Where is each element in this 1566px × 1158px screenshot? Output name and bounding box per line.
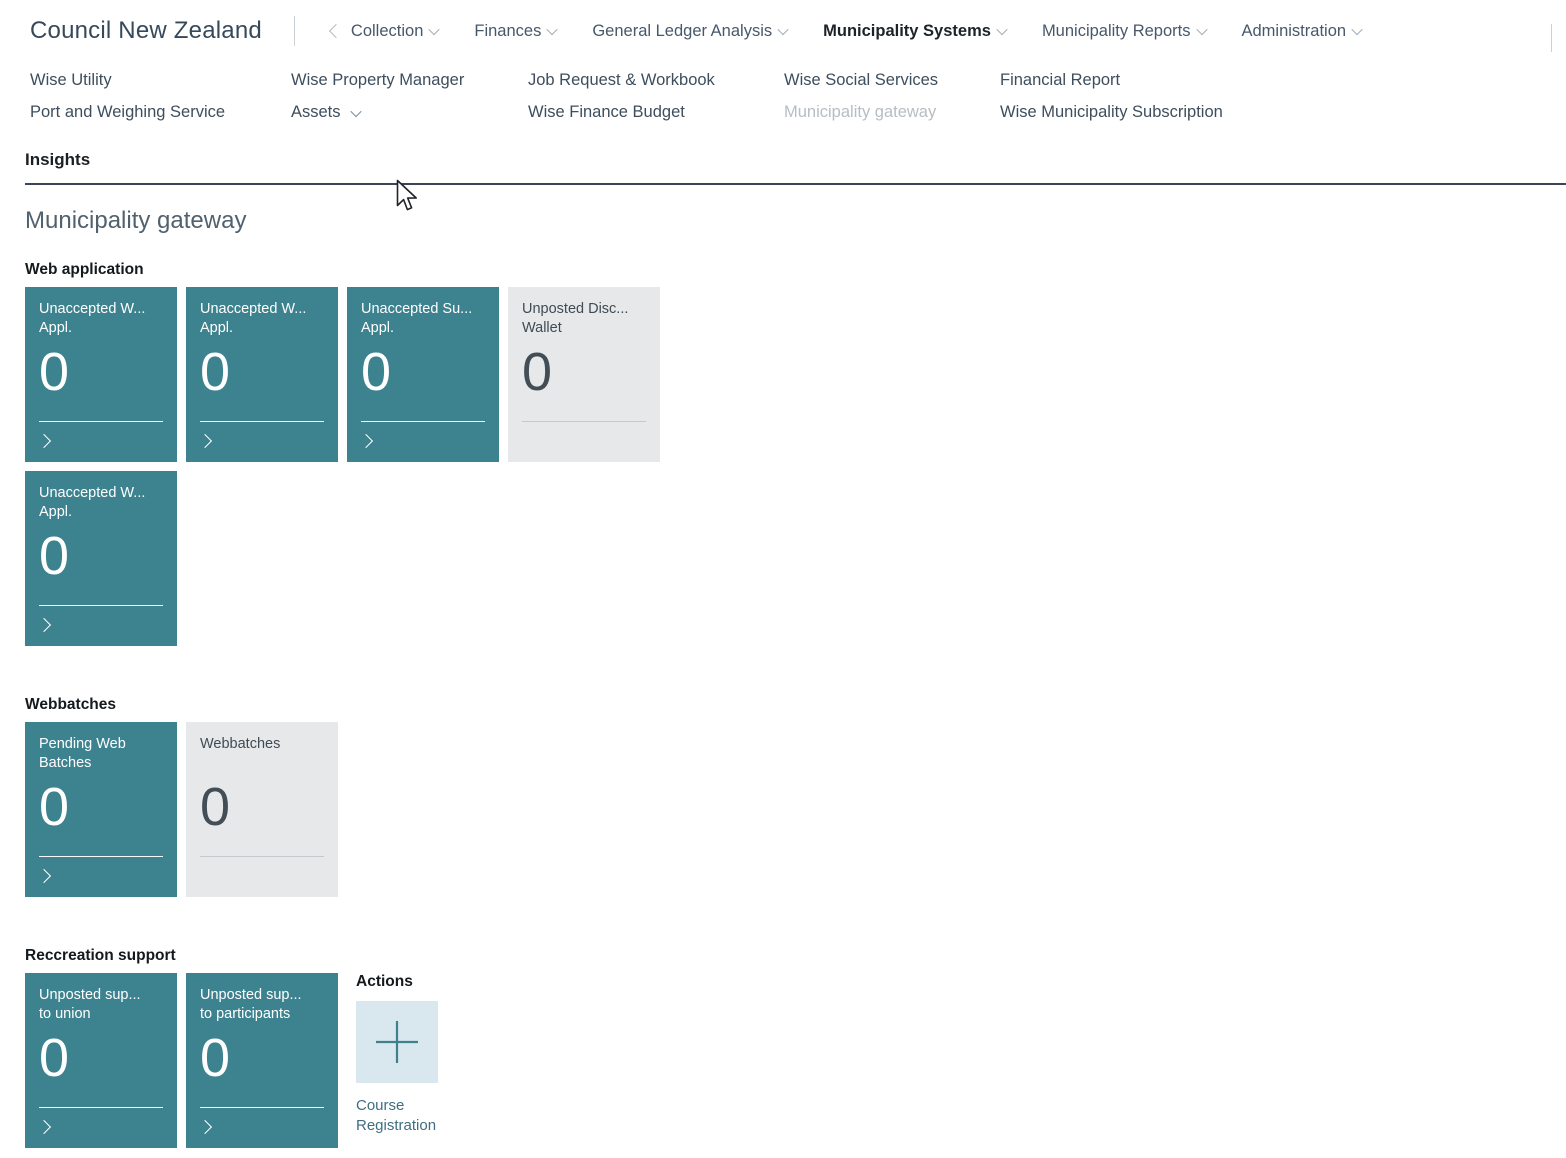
link-financial-report[interactable]: Financial Report bbox=[1000, 71, 1121, 89]
tile-unaccepted-w-appl-3[interactable]: Unaccepted W... Appl. 0 bbox=[25, 471, 177, 646]
tile-unaccepted-su-appl[interactable]: Unaccepted Su... Appl. 0 bbox=[347, 287, 499, 462]
tile-divider bbox=[522, 421, 646, 422]
link-assets[interactable]: Assets bbox=[291, 96, 528, 128]
tile-title: Unaccepted Su... Appl. bbox=[361, 301, 473, 336]
link-wise-social-services[interactable]: Wise Social Services bbox=[784, 71, 939, 89]
tile-count: 0 bbox=[200, 1028, 231, 1088]
nav-item-collection[interactable]: Collection bbox=[351, 22, 441, 41]
top-navigation: Collection Finances General Ledger Analy… bbox=[351, 22, 1363, 41]
link-wise-utility[interactable]: Wise Utility bbox=[30, 71, 112, 89]
chevron-right-icon bbox=[36, 617, 52, 633]
tile-title: Unposted sup... to union bbox=[39, 987, 141, 1022]
tile-count: 0 bbox=[200, 777, 231, 837]
link-port-and-weighing-service[interactable]: Port and Weighing Service bbox=[30, 103, 226, 121]
tile-count: 0 bbox=[39, 1028, 70, 1088]
back-button[interactable] bbox=[328, 23, 343, 39]
sub-navigation: Wise Utility Port and Weighing Service W… bbox=[0, 64, 1566, 128]
section-label-recreation-support: Reccreation support bbox=[25, 947, 176, 964]
tile-title: Unaccepted W... Appl. bbox=[200, 301, 307, 336]
subnav-column: Job Request & Workbook Wise Finance Budg… bbox=[528, 64, 784, 128]
plus-icon bbox=[376, 1021, 418, 1063]
tile-title: Pending Web Batches bbox=[39, 736, 126, 771]
tile-divider bbox=[361, 421, 485, 422]
nav-item-administration[interactable]: Administration bbox=[1242, 22, 1363, 41]
tile-unaccepted-w-appl-1[interactable]: Unaccepted W... Appl. 0 bbox=[25, 287, 177, 462]
chevron-left-icon bbox=[328, 23, 343, 39]
chevron-right-icon bbox=[358, 433, 374, 449]
insights-title: Insights bbox=[25, 150, 91, 169]
subnav-column: Wise Property Manager Assets bbox=[291, 64, 528, 128]
tile-count: 0 bbox=[39, 777, 70, 837]
link-wise-finance-budget[interactable]: Wise Finance Budget bbox=[528, 103, 685, 121]
tile-unaccepted-w-appl-2[interactable]: Unaccepted W... Appl. 0 bbox=[186, 287, 338, 462]
nav-item-finances[interactable]: Finances bbox=[474, 22, 559, 41]
tile-count: 0 bbox=[522, 342, 553, 402]
chevron-down-icon bbox=[777, 23, 789, 36]
tile-divider bbox=[200, 421, 324, 422]
section-label-web-application: Web application bbox=[25, 261, 144, 278]
nav-divider bbox=[293, 16, 295, 46]
tile-title: Unposted Disc... Wallet bbox=[522, 301, 629, 336]
nav-item-general-ledger-analysis[interactable]: General Ledger Analysis bbox=[592, 22, 789, 41]
chevron-down-icon bbox=[996, 23, 1008, 36]
subnav-column: Wise Social Services Municipality gatewa… bbox=[784, 64, 1000, 128]
tile-row: Pending Web Batches 0 Webbatches 0 bbox=[25, 722, 1566, 897]
tile-unposted-sup-to-participants[interactable]: Unposted sup... to participants 0 bbox=[186, 973, 338, 1148]
link-wise-municipality-subscription[interactable]: Wise Municipality Subscription bbox=[1000, 103, 1223, 121]
nav-right-divider bbox=[1551, 24, 1552, 52]
chevron-right-icon bbox=[36, 433, 52, 449]
tile-divider bbox=[39, 605, 163, 606]
chevron-right-icon bbox=[36, 868, 52, 884]
tile-divider bbox=[200, 856, 324, 857]
tile-divider bbox=[39, 1107, 163, 1108]
course-registration-action-tile[interactable] bbox=[356, 1001, 438, 1083]
nav-item-municipality-reports[interactable]: Municipality Reports bbox=[1042, 22, 1208, 41]
chevron-right-icon bbox=[197, 433, 213, 449]
page-title: Municipality gateway bbox=[25, 207, 247, 234]
chevron-down-icon bbox=[428, 23, 441, 36]
section-label-webbatches: Webbatches bbox=[25, 696, 117, 713]
tile-row: Unposted sup... to union 0 Unposted sup.… bbox=[25, 973, 1566, 1148]
tile-webbatches: Webbatches 0 bbox=[186, 722, 338, 897]
app-brand[interactable]: Council New Zealand bbox=[30, 17, 262, 44]
link-municipality-gateway: Municipality gateway bbox=[784, 103, 937, 121]
tile-count: 0 bbox=[361, 342, 392, 402]
tile-row: Unaccepted W... Appl. 0 Unaccepted W... … bbox=[25, 287, 1566, 462]
insights-divider bbox=[25, 183, 1566, 185]
tile-divider bbox=[39, 421, 163, 422]
tile-pending-web-batches[interactable]: Pending Web Batches 0 bbox=[25, 722, 177, 897]
chevron-down-icon bbox=[1351, 23, 1363, 36]
tile-unposted-sup-to-union[interactable]: Unposted sup... to union 0 bbox=[25, 973, 177, 1148]
chevron-down-icon bbox=[350, 105, 362, 118]
tile-count: 0 bbox=[39, 342, 70, 402]
subnav-column: Financial Report Wise Municipality Subsc… bbox=[1000, 64, 1566, 128]
tile-unposted-disc-wallet: Unposted Disc... Wallet 0 bbox=[508, 287, 660, 462]
link-job-request-workbook[interactable]: Job Request & Workbook bbox=[528, 71, 715, 89]
tile-divider bbox=[200, 1107, 324, 1108]
tile-title: Unposted sup... to participants bbox=[200, 987, 302, 1022]
tile-divider bbox=[39, 856, 163, 857]
subnav-column: Wise Utility Port and Weighing Service bbox=[30, 64, 291, 128]
chevron-right-icon bbox=[197, 1119, 213, 1135]
chevron-down-icon bbox=[1195, 23, 1208, 36]
tile-title: Unaccepted W... Appl. bbox=[39, 485, 146, 520]
tile-count: 0 bbox=[200, 342, 231, 402]
link-wise-property-manager[interactable]: Wise Property Manager bbox=[291, 71, 465, 89]
tile-title: Unaccepted W... Appl. bbox=[39, 301, 146, 336]
insights-section-header: Insights bbox=[0, 150, 1566, 185]
tile-count: 0 bbox=[39, 526, 70, 586]
chevron-down-icon bbox=[546, 23, 559, 36]
actions-panel: Actions Course Registration bbox=[356, 973, 456, 1148]
chevron-right-icon bbox=[36, 1119, 52, 1135]
actions-label: Actions bbox=[356, 973, 413, 990]
tile-title: Webbatches bbox=[200, 736, 281, 752]
nav-item-municipality-systems[interactable]: Municipality Systems bbox=[823, 22, 1008, 41]
top-bar: Council New Zealand Collection Finances … bbox=[0, 0, 1566, 62]
tile-row: Unaccepted W... Appl. 0 bbox=[25, 471, 1566, 646]
course-registration-link[interactable]: Course Registration bbox=[356, 1097, 437, 1134]
